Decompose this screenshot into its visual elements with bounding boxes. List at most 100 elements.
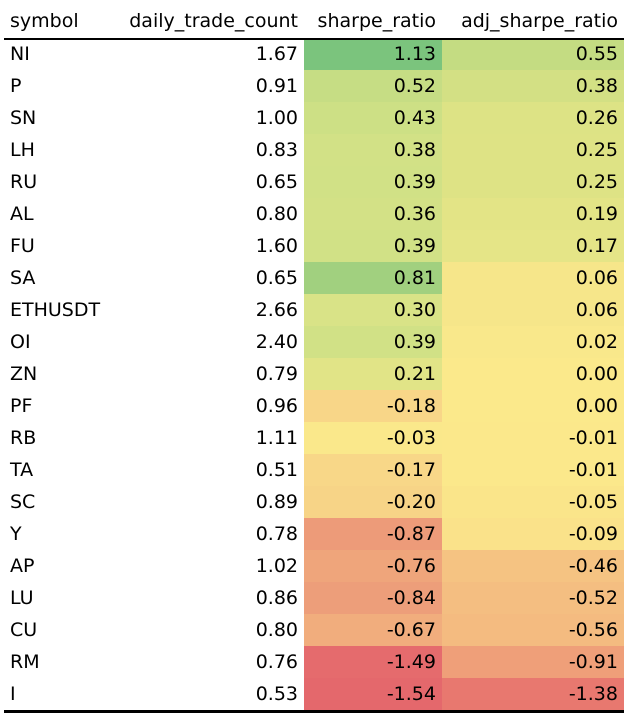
symbol-cell: AL xyxy=(10,203,34,225)
daily-trade-count-cell: 0.65 xyxy=(255,171,298,193)
symbol-cell: RU xyxy=(10,171,38,193)
adj-sharpe-ratio-cell: 0.17 xyxy=(442,230,624,262)
table-row: NI 1.67 1.13 0.55 xyxy=(4,38,624,70)
sharpe-ratio-cell: 0.39 xyxy=(304,230,442,262)
symbol-cell: OI xyxy=(10,331,31,353)
sharpe-ratio-cell: -1.54 xyxy=(304,678,442,710)
table-row: RM 0.76 -1.49 -0.91 xyxy=(4,646,624,678)
sharpe-ratio-cell: 0.38 xyxy=(304,134,442,166)
symbol-cell: ETHUSDT xyxy=(10,299,101,321)
header-sharpe-ratio: sharpe_ratio xyxy=(317,10,436,32)
adj-sharpe-ratio-cell: -0.09 xyxy=(442,518,624,550)
adj-sharpe-ratio-cell: 0.26 xyxy=(442,102,624,134)
table-row: P 0.91 0.52 0.38 xyxy=(4,70,624,102)
sharpe-ratio-cell: 0.43 xyxy=(304,102,442,134)
symbol-cell: CU xyxy=(10,619,38,641)
header-adj-sharpe-ratio: adj_sharpe_ratio xyxy=(461,10,618,32)
sharpe-ratio-cell: -0.17 xyxy=(304,454,442,486)
sharpe-ratio-cell: 0.52 xyxy=(304,70,442,102)
adj-sharpe-ratio-cell: -0.52 xyxy=(442,582,624,614)
symbol-cell: PF xyxy=(10,395,33,417)
header-symbol: symbol xyxy=(10,10,79,32)
table-row: PF 0.96 -0.18 0.00 xyxy=(4,390,624,422)
table-row: RB 1.11 -0.03 -0.01 xyxy=(4,422,624,454)
table-row: RU 0.65 0.39 0.25 xyxy=(4,166,624,198)
adj-sharpe-ratio-cell: -0.91 xyxy=(442,646,624,678)
daily-trade-count-cell: 0.76 xyxy=(255,651,298,673)
symbol-cell: ZN xyxy=(10,363,38,385)
adj-sharpe-ratio-cell: -0.05 xyxy=(442,486,624,518)
symbol-cell: AP xyxy=(10,555,35,577)
table-row: AP 1.02 -0.76 -0.46 xyxy=(4,550,624,582)
header-daily-trade-count: daily_trade_count xyxy=(129,10,298,32)
sharpe-ratio-cell: -0.87 xyxy=(304,518,442,550)
adj-sharpe-ratio-cell: 0.25 xyxy=(442,166,624,198)
daily-trade-count-cell: 0.89 xyxy=(255,491,298,513)
daily-trade-count-cell: 0.51 xyxy=(255,459,298,481)
daily-trade-count-cell: 2.40 xyxy=(255,331,298,353)
table-body: NI 1.67 1.13 0.55 P 0.91 0.52 0.38 SN 1.00 0.43 0.2… xyxy=(4,38,624,710)
table-row: TA 0.51 -0.17 -0.01 xyxy=(4,454,624,486)
symbol-cell: LU xyxy=(10,587,34,609)
table-row: LU 0.86 -0.84 -0.52 xyxy=(4,582,624,614)
daily-trade-count-cell: 0.53 xyxy=(255,683,298,705)
symbol-cell: I xyxy=(10,683,16,705)
symbol-cell: SC xyxy=(10,491,36,513)
daily-trade-count-cell: 0.86 xyxy=(255,587,298,609)
sharpe-ratio-cell: -0.18 xyxy=(304,390,442,422)
sharpe-ratio-cell: -0.67 xyxy=(304,614,442,646)
sharpe-ratio-cell: -1.49 xyxy=(304,646,442,678)
adj-sharpe-ratio-cell: 0.06 xyxy=(442,294,624,326)
table-row: LH 0.83 0.38 0.25 xyxy=(4,134,624,166)
symbol-cell: SA xyxy=(10,267,36,289)
adj-sharpe-ratio-cell: 0.19 xyxy=(442,198,624,230)
header-row: symbol daily_trade_count sharpe_ratio ad… xyxy=(4,4,624,38)
sharpe-ratio-cell: 0.39 xyxy=(304,166,442,198)
table-row: Y 0.78 -0.87 -0.09 xyxy=(4,518,624,550)
sharpe-ratio-cell: 0.30 xyxy=(304,294,442,326)
daily-trade-count-cell: 1.11 xyxy=(255,427,298,449)
symbol-cell: SN xyxy=(10,107,37,129)
sharpe-ratio-cell: 0.21 xyxy=(304,358,442,390)
sharpe-ratio-cell: -0.84 xyxy=(304,582,442,614)
table-row: ETHUSDT 2.66 0.30 0.06 xyxy=(4,294,624,326)
symbol-cell: Y xyxy=(10,523,22,545)
daily-trade-count-cell: 1.02 xyxy=(255,555,298,577)
sharpe-ratio-cell: 0.39 xyxy=(304,326,442,358)
daily-trade-count-cell: 0.78 xyxy=(255,523,298,545)
adj-sharpe-ratio-cell: -0.56 xyxy=(442,614,624,646)
symbol-cell: LH xyxy=(10,139,35,161)
symbol-cell: NI xyxy=(10,43,30,65)
sharpe-ratio-cell: -0.20 xyxy=(304,486,442,518)
daily-trade-count-cell: 0.65 xyxy=(255,267,298,289)
table-row: ZN 0.79 0.21 0.00 xyxy=(4,358,624,390)
symbol-cell: RM xyxy=(10,651,40,673)
daily-trade-count-cell: 1.67 xyxy=(255,43,298,65)
daily-trade-count-cell: 0.91 xyxy=(255,75,298,97)
symbol-cell: RB xyxy=(10,427,37,449)
table-row: FU 1.60 0.39 0.17 xyxy=(4,230,624,262)
daily-trade-count-cell: 1.60 xyxy=(255,235,298,257)
adj-sharpe-ratio-cell: 0.38 xyxy=(442,70,624,102)
adj-sharpe-ratio-cell: -1.38 xyxy=(442,678,624,710)
daily-trade-count-cell: 0.80 xyxy=(255,619,298,641)
sharpe-ratio-cell: -0.03 xyxy=(304,422,442,454)
table-row: OI 2.40 0.39 0.02 xyxy=(4,326,624,358)
adj-sharpe-ratio-cell: 0.25 xyxy=(442,134,624,166)
adj-sharpe-ratio-cell: 0.06 xyxy=(442,262,624,294)
adj-sharpe-ratio-cell: 0.00 xyxy=(442,358,624,390)
adj-sharpe-ratio-cell: 0.00 xyxy=(442,390,624,422)
daily-trade-count-cell: 0.79 xyxy=(255,363,298,385)
daily-trade-count-cell: 0.80 xyxy=(255,203,298,225)
daily-trade-count-cell: 1.00 xyxy=(255,107,298,129)
sharpe-ratio-cell: -0.76 xyxy=(304,550,442,582)
sharpe-ratio-cell: 0.81 xyxy=(304,262,442,294)
symbol-cell: FU xyxy=(10,235,35,257)
adj-sharpe-ratio-cell: 0.02 xyxy=(442,326,624,358)
adj-sharpe-ratio-cell: 0.55 xyxy=(442,38,624,70)
daily-trade-count-cell: 0.83 xyxy=(255,139,298,161)
table-row: I 0.53 -1.54 -1.38 xyxy=(4,678,624,710)
daily-trade-count-cell: 0.96 xyxy=(255,395,298,417)
adj-sharpe-ratio-cell: -0.01 xyxy=(442,422,624,454)
daily-trade-count-cell: 2.66 xyxy=(255,299,298,321)
